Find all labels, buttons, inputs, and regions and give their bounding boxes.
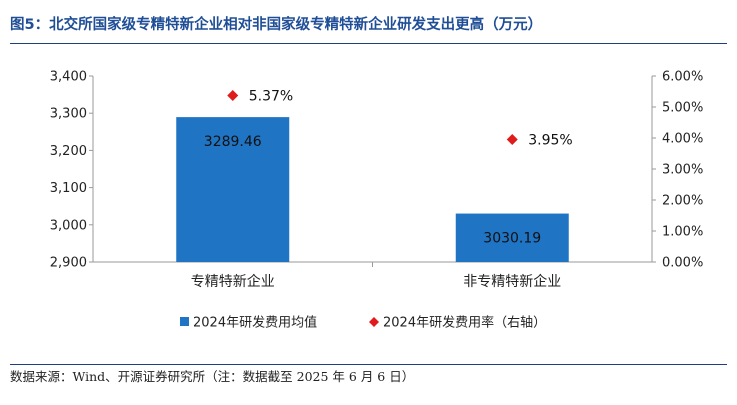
- title-divider: [10, 43, 727, 44]
- bar-data-label: 3289.46: [204, 134, 262, 150]
- legend-bar-label: 2024年研发费用均值: [193, 315, 317, 331]
- bar: [455, 213, 569, 262]
- source-divider: [10, 364, 727, 365]
- right-axis-tick-label: 4.00%: [662, 132, 703, 147]
- right-axis-tick-label: 6.00%: [662, 70, 703, 85]
- right-axis-tick-label: 1.00%: [662, 225, 703, 240]
- scatter-point: [506, 134, 518, 146]
- figure-title: 图5：北交所国家级专精特新企业相对非国家级专精特新企业研发支出更高（万元）: [10, 17, 543, 33]
- legend-bar-swatch: [180, 317, 189, 326]
- bar: [176, 117, 290, 262]
- scatter-point: [227, 90, 239, 102]
- right-axis-tick-label: 0.00%: [662, 256, 703, 271]
- scatter-data-label: 3.95%: [528, 133, 572, 149]
- left-axis-tick-label: 3,200: [50, 144, 87, 159]
- legend-scatter-swatch: [369, 317, 379, 327]
- x-axis-category-label: 专精特新企业: [191, 273, 275, 290]
- left-axis-tick-label: 3,100: [50, 181, 87, 196]
- left-axis-tick-label: 3,300: [50, 107, 87, 122]
- left-axis-tick-label: 3,000: [50, 218, 87, 233]
- scatter-data-label: 5.37%: [249, 89, 293, 105]
- right-axis-tick-label: 5.00%: [662, 101, 703, 116]
- bar-data-label: 3030.19: [483, 231, 541, 247]
- left-axis-tick-label: 2,900: [50, 256, 87, 271]
- right-axis-tick-label: 3.00%: [662, 163, 703, 178]
- source-note: 数据来源：Wind、开源证券研究所（注：数据截至 2025 年 6 月 6 日）: [10, 369, 415, 384]
- left-axis-tick-label: 3,400: [50, 70, 87, 85]
- legend-scatter-label: 2024年研发费用率（右轴）: [383, 315, 546, 331]
- x-axis-category-label: 非专精特新企业: [463, 273, 561, 290]
- right-axis-tick-label: 2.00%: [662, 194, 703, 209]
- chart-canvas: 2,900 3,000 3,100 3,200 3,300 3,400 0.00% 1.00%…: [50, 70, 704, 331]
